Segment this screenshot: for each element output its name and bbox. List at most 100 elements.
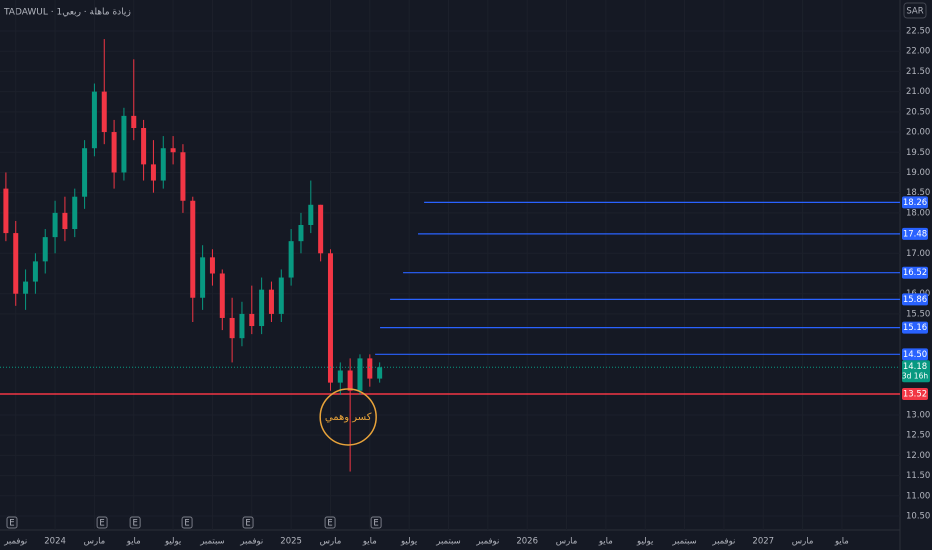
y-tick-label: 22.50 [906, 27, 930, 37]
x-tick-label: سبتمبر [671, 537, 696, 547]
support-label: 13.52 [903, 389, 927, 399]
candle-body [160, 148, 166, 181]
earnings-label: E [245, 519, 250, 529]
candle-body [308, 204, 314, 225]
y-tick-label: 12.50 [906, 431, 930, 441]
candle-body [327, 253, 333, 383]
candle-body [357, 358, 363, 391]
x-tick-label: سبتمبر [199, 537, 224, 547]
x-tick-label: نوفمبر [475, 537, 499, 547]
candle-body [62, 212, 68, 230]
y-tick-label: 10.50 [906, 512, 930, 522]
candle-body [42, 237, 48, 262]
y-tick-label: 18.50 [906, 188, 930, 198]
last-price-label: 14.18 [903, 362, 927, 372]
y-tick-label: 20.00 [906, 128, 930, 138]
candle-body [209, 257, 215, 274]
candle-body [318, 204, 324, 254]
grid [0, 0, 900, 530]
x-tick-label: يوليو [636, 537, 654, 547]
earnings-marker [6, 516, 18, 529]
y-tick-label: 17.00 [906, 249, 930, 259]
earnings-marker [324, 516, 336, 529]
candle-body [3, 188, 9, 234]
y-tick-label: 22.00 [906, 47, 930, 57]
candle-body [219, 273, 225, 318]
candle-body [278, 277, 284, 314]
candle-body [72, 196, 78, 230]
x-tick-label: يوليو [164, 537, 182, 547]
x-tick-label: 2025 [280, 537, 302, 547]
earnings-marker [129, 516, 141, 529]
candle-body [377, 367, 383, 379]
x-tick-label: مارس [84, 537, 106, 547]
y-tick-label: 21.00 [906, 87, 930, 97]
candle-body [91, 91, 97, 149]
candle-body [141, 128, 147, 165]
candle-body [288, 241, 294, 278]
level-tag [902, 321, 928, 334]
earnings-label: E [373, 519, 378, 529]
candle-body [367, 358, 373, 379]
x-tick-label: مارس [556, 537, 578, 547]
x-tick-label: مايو [598, 537, 613, 547]
candle-body [121, 115, 127, 173]
currency[interactable]: SAR [906, 7, 923, 17]
candle-body [229, 317, 235, 339]
level-label: 14.50 [903, 350, 927, 360]
level-label: 17.48 [903, 229, 927, 239]
earnings-label: E [132, 519, 137, 529]
earnings-marker [181, 516, 193, 529]
level-label: 18.26 [903, 198, 927, 208]
candle-body [150, 164, 156, 181]
candle-body [200, 257, 206, 298]
candle-body [23, 281, 29, 294]
y-tick-label: 20.50 [906, 107, 930, 117]
y-tick-label: 11.00 [906, 491, 930, 501]
candle-body [268, 289, 274, 314]
y-tick-label: 19.00 [906, 168, 930, 178]
candle-body [111, 132, 117, 173]
x-tick-label: مايو [126, 537, 141, 547]
y-tick-label: 19.50 [906, 148, 930, 158]
earnings-marker [370, 516, 382, 529]
y-tick-label: 13.00 [906, 410, 930, 420]
annotation-circle [319, 388, 377, 446]
candle-body [347, 370, 353, 391]
level-label: 16.52 [903, 268, 927, 278]
countdown: 3d 16h [902, 371, 928, 380]
earnings-marker [242, 516, 254, 529]
candle-body [249, 313, 255, 327]
x-tick-label: مايو [362, 537, 377, 547]
y-tick-label: 11.50 [906, 471, 930, 481]
candle-body [170, 148, 176, 153]
candle-body [13, 233, 19, 294]
x-tick-label: نوفمبر [239, 537, 263, 547]
currency-button[interactable] [903, 2, 927, 19]
candle-body [180, 152, 186, 201]
earnings-label: E [99, 519, 104, 529]
candle-body [131, 115, 137, 128]
candle-body [32, 261, 38, 282]
earnings-marker [96, 516, 108, 529]
x-tick-label: يوليو [400, 537, 418, 547]
y-tick-label: 12.00 [906, 451, 930, 461]
x-tick-label: مايو [834, 537, 849, 547]
candle-body [259, 289, 265, 327]
level-tag [902, 196, 928, 209]
y-tick-label: 18.00 [906, 208, 930, 218]
level-tag [902, 348, 928, 361]
level-tag [902, 227, 928, 240]
candle-body [298, 225, 304, 242]
earnings-label: E [327, 519, 332, 529]
x-tick-label: 2026 [516, 537, 538, 547]
candle-body [52, 212, 58, 238]
x-tick-label: 2027 [752, 537, 774, 547]
level-tag [902, 266, 928, 279]
candle-body [82, 148, 88, 197]
level-label: 15.16 [903, 323, 927, 333]
support-tag [902, 387, 928, 400]
y-tick-label: 21.50 [906, 67, 930, 77]
